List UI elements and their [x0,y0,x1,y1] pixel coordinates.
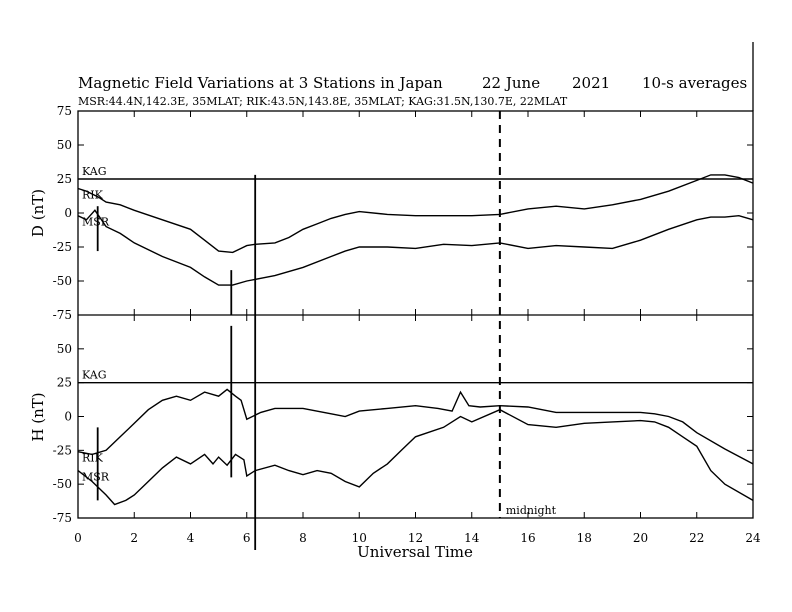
y-tick-label-d-5: -50 [53,274,72,288]
x-axis: 0 2 4 6 8 10 12 14 16 18 20 22 24 [74,111,761,545]
station-label-h-rik: RIK [82,452,104,465]
x-tick-label-9: 18 [577,531,592,545]
station-subtitle: MSR:44.4N,142.3E, 35MLAT; RIK:43.5N,143.… [78,95,568,108]
x-tick-label-7: 14 [464,531,480,545]
d-axis-title: D (nT) [29,189,47,237]
y-tick-label-h-2: 25 [57,376,72,390]
y-tick-label-d-0: 75 [57,104,72,118]
x-tick-label-3: 6 [243,531,251,545]
h-axis-title: H (nT) [29,392,47,441]
x-tick-label-6: 12 [408,531,423,545]
midnight-label: midnight [506,504,557,517]
x-tick-label-8: 16 [520,531,535,545]
series-line-h-msr [77,408,754,506]
x-tick-label-1: 2 [130,531,138,545]
series-line-d-msr [77,209,754,286]
series-line-h-rik [77,388,754,465]
y-tick-label-h-3: 0 [64,410,72,424]
x-tick-label-12: 24 [745,531,761,545]
series-line-d-rik [77,174,754,254]
x-tick-label-10: 20 [633,531,648,545]
chart-year: 2021 [572,74,610,92]
y-tick-label-d-4: -25 [53,240,72,254]
x-tick-label-5: 10 [352,531,367,545]
y-tick-label-d-2: 25 [57,172,72,186]
chart-averaging: 10-s averages [642,74,747,92]
station-label-h-msr: MSR [82,471,110,484]
x-axis-title: Universal Time [357,543,473,561]
station-label-h-kag: KAG [82,369,107,382]
y-tick-label-d-6: -75 [53,308,72,322]
x-tick-label-4: 8 [299,531,307,545]
station-label-d-kag: KAG [82,165,107,178]
x-tick-label-11: 22 [689,531,704,545]
station-label-d-rik: RIK [82,189,104,202]
y-tick-label-h-4: -25 [53,443,72,457]
y-tick-label-h-5: -50 [53,477,72,491]
chart-date: 22 June [482,74,540,92]
y-tick-label-d-3: 0 [64,206,72,220]
chart-title: Magnetic Field Variations at 3 Stations … [78,74,443,92]
station-label-d-msr: MSR [82,216,110,229]
x-tick-label-0: 0 [74,531,82,545]
y-tick-label-d-1: 50 [57,138,72,152]
y-tick-label-h-1: 50 [57,342,72,356]
panel-d: 75 50 25 0 -25 -50 -75 KAG RIK MSR [53,104,754,322]
y-tick-label-h-6: -75 [53,511,72,525]
x-tick-label-2: 4 [187,531,195,545]
